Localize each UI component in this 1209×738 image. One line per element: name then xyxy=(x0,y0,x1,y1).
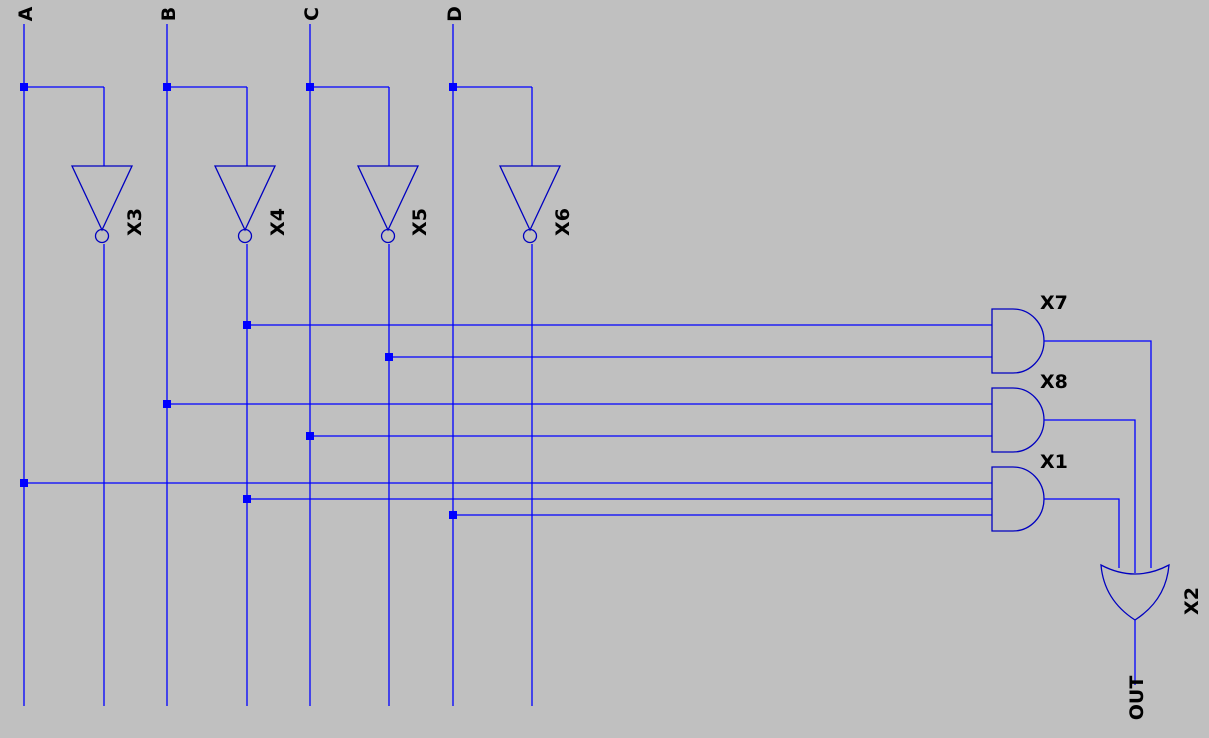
and-gate-x8 xyxy=(991,387,1045,453)
junction-dot xyxy=(20,83,28,91)
inverter-x5 xyxy=(356,165,420,244)
input-bus-a xyxy=(23,24,105,706)
and-label-x1: X1 xyxy=(1040,451,1068,473)
and-gate-x7 xyxy=(991,308,1045,374)
output-label: OUT xyxy=(1126,676,1148,721)
and-label-x8: X8 xyxy=(1040,371,1068,393)
or-gate-x2 xyxy=(1100,563,1170,621)
input-label-c: C xyxy=(301,7,323,21)
junction-dot xyxy=(163,83,171,91)
junction-dot xyxy=(449,511,457,519)
wire-x7-out xyxy=(1044,340,1152,568)
wire-x8-out xyxy=(1044,419,1136,573)
junction-dot xyxy=(20,479,28,487)
junction-dot xyxy=(306,432,314,440)
inverter-label-x5: X5 xyxy=(409,208,431,236)
input-label-d: D xyxy=(444,6,466,22)
junction-dot xyxy=(163,400,171,408)
inverter-label-x6: X6 xyxy=(552,208,574,236)
input-label-a: A xyxy=(15,6,37,21)
junction-dots xyxy=(20,83,457,519)
inverter-label-x4: X4 xyxy=(267,208,289,236)
input-bus-d xyxy=(452,24,533,706)
wire-x1-out xyxy=(1044,498,1120,568)
junction-dot xyxy=(385,353,393,361)
or-label-x2: X2 xyxy=(1181,587,1203,615)
and-gate-x1 xyxy=(991,466,1045,532)
junction-dot xyxy=(449,83,457,91)
input-label-b: B xyxy=(158,7,180,21)
junction-dot xyxy=(243,495,251,503)
input-bus-b xyxy=(166,24,248,706)
and-label-x7: X7 xyxy=(1040,292,1068,314)
inverter-x3 xyxy=(70,165,134,244)
inverter-x4 xyxy=(213,165,277,244)
input-bus-c xyxy=(309,24,390,706)
junction-dot xyxy=(306,83,314,91)
inverter-label-x3: X3 xyxy=(124,208,146,236)
junction-dot xyxy=(243,321,251,329)
inverter-x6 xyxy=(498,165,562,244)
